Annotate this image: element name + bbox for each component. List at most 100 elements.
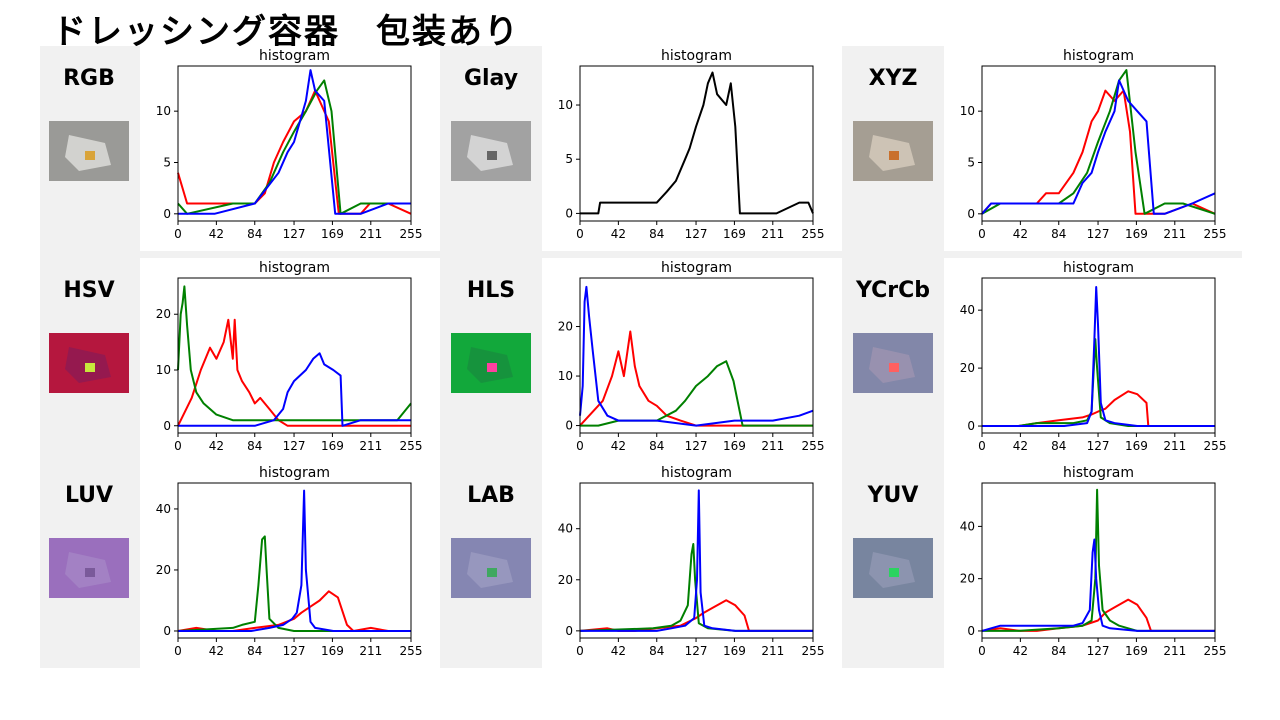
x-tick-label: 127 (1087, 439, 1110, 453)
x-tick-label: 42 (611, 644, 626, 658)
label-column: HSV (40, 258, 138, 463)
y-tick-label: 20 (558, 573, 573, 587)
x-tick-label: 211 (359, 644, 382, 658)
x-tick-label: 255 (1204, 439, 1227, 453)
sauce-accent (85, 568, 95, 577)
x-tick-label: 0 (978, 227, 986, 241)
x-tick-label: 127 (283, 644, 306, 658)
luv-thumbnail (49, 538, 129, 598)
label-column: LAB (442, 463, 540, 668)
x-tick-label: 169 (321, 227, 344, 241)
x-tick-label: 169 (321, 644, 344, 658)
x-tick-label: 255 (400, 644, 423, 658)
y-tick-label: 0 (163, 207, 171, 221)
x-tick-label: 127 (685, 227, 708, 241)
x-tick-label: 211 (1163, 644, 1186, 658)
y-tick-label: 5 (967, 155, 975, 169)
x-tick-label: 255 (400, 439, 423, 453)
xyz-thumbnail (853, 121, 933, 181)
red-series-line (177, 590, 411, 632)
x-tick-label: 169 (1125, 439, 1148, 453)
rgb-histogram-chart: histogram 0 42 84 127 169 211 255 0 5 10 (156, 48, 423, 241)
y-tick-label: 10 (156, 363, 171, 377)
y-tick-label: 0 (967, 419, 975, 433)
color-space-label: YCrCb (855, 278, 931, 303)
yuv-histogram-chart: histogram 0 42 84 127 169 211 255 0 20 40 (960, 465, 1227, 658)
y-tick-label: 10 (558, 369, 573, 383)
panel-hls: HLS histogram 0 42 84 127 169 211 255 0 10 20 (442, 258, 842, 463)
label-column: YUV (844, 463, 942, 668)
x-tick-label: 127 (1087, 644, 1110, 658)
x-tick-label: 84 (649, 439, 664, 453)
luv-histogram-chart: histogram 0 42 84 127 169 211 255 0 20 40 (156, 465, 423, 658)
blue-series-line (178, 489, 411, 632)
x-tick-label: 84 (247, 227, 262, 241)
x-tick-label: 42 (209, 227, 224, 241)
blue-series-line (178, 69, 411, 215)
x-tick-label: 84 (1051, 227, 1066, 241)
x-tick-label: 255 (802, 227, 825, 241)
x-tick-label: 42 (209, 439, 224, 453)
x-tick-label: 84 (1051, 439, 1066, 453)
glay-thumbnail (451, 121, 531, 181)
sauce-accent (487, 568, 497, 577)
x-tick-label: 255 (802, 439, 825, 453)
x-tick-label: 255 (400, 227, 423, 241)
x-tick-label: 211 (359, 439, 382, 453)
glay-histogram-chart: histogram 0 42 84 127 169 211 255 0 5 10 (558, 48, 825, 241)
x-tick-label: 211 (761, 644, 784, 658)
ycrcb-thumbnail (853, 333, 933, 393)
green-series-line (177, 79, 411, 215)
green-series-line (981, 69, 1216, 215)
x-tick-label: 42 (1013, 439, 1028, 453)
x-tick-label: 211 (761, 227, 784, 241)
x-tick-label: 169 (1125, 644, 1148, 658)
x-tick-label: 0 (576, 227, 584, 241)
blue-series-line (981, 538, 1215, 632)
panel-lab: LAB histogram 0 42 84 127 169 211 255 0 20 40 (442, 463, 842, 668)
panel-luv: LUV histogram 0 42 84 127 169 211 255 0 20 40 (40, 463, 440, 668)
x-tick-label: 255 (1204, 227, 1227, 241)
color-space-label: XYZ (868, 66, 918, 91)
sauce-accent (889, 151, 899, 160)
color-space-label: Glay (463, 66, 519, 91)
x-tick-label: 0 (576, 644, 584, 658)
y-tick-label: 5 (163, 155, 171, 169)
chart-title: histogram (661, 260, 732, 276)
chart-title: histogram (259, 260, 330, 276)
green-series-line (982, 488, 1215, 632)
x-tick-label: 42 (611, 227, 626, 241)
chart-title: histogram (661, 48, 732, 64)
hls-thumbnail (451, 333, 531, 393)
y-tick-label: 0 (565, 624, 573, 638)
red-series-line (177, 89, 412, 215)
x-tick-label: 127 (1087, 227, 1110, 241)
y-tick-label: 0 (565, 419, 573, 433)
x-tick-label: 84 (247, 439, 262, 453)
x-tick-label: 0 (978, 439, 986, 453)
label-column: HLS (442, 258, 540, 463)
blue-series-line (178, 352, 411, 427)
lab-thumbnail (451, 538, 531, 598)
blue-series-line (982, 286, 1215, 427)
x-tick-label: 211 (359, 227, 382, 241)
x-tick-label: 0 (576, 439, 584, 453)
y-tick-label: 10 (156, 104, 171, 118)
x-tick-label: 169 (723, 439, 746, 453)
panel-glay: Glay histogram 0 42 84 127 169 211 255 0 5 10 (442, 46, 842, 251)
color-space-label: HLS (466, 278, 516, 303)
plot-frame (579, 277, 814, 434)
x-tick-label: 169 (723, 227, 746, 241)
y-tick-label: 0 (967, 624, 975, 638)
x-tick-label: 84 (1051, 644, 1066, 658)
color-space-label: LUV (64, 483, 114, 508)
histogram-panel-grid: RGB histogram 0 42 84 127 169 211 255 0 5 10 Glay … (40, 46, 1244, 668)
ycrcb-histogram-chart: histogram 0 42 84 127 169 211 255 0 20 40 (960, 260, 1227, 453)
label-column: YCrCb (844, 258, 942, 463)
black-series-line (580, 71, 814, 215)
x-tick-label: 42 (1013, 227, 1028, 241)
y-tick-label: 5 (565, 152, 573, 166)
x-tick-label: 211 (761, 439, 784, 453)
x-tick-label: 169 (1125, 227, 1148, 241)
chart-title: histogram (1063, 465, 1134, 481)
